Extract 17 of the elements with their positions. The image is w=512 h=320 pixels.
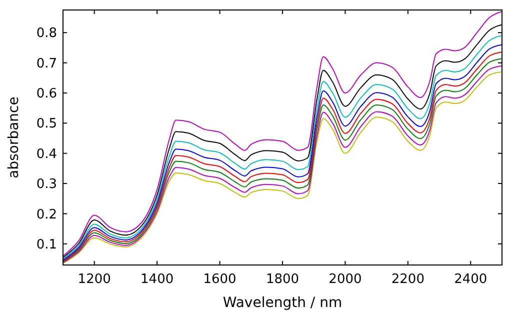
x-tick-label: 2000 bbox=[328, 272, 362, 287]
x-tick-label: 1600 bbox=[203, 272, 236, 287]
y-tick-label: 0.8 bbox=[36, 26, 57, 42]
y-tick-label: 0.7 bbox=[36, 56, 57, 72]
x-tick-label: 2200 bbox=[391, 272, 424, 287]
x-tick-label: 2400 bbox=[454, 272, 488, 287]
x-axis-title: Wavelength / nm bbox=[222, 295, 342, 311]
x-tick-label: 1200 bbox=[78, 272, 111, 287]
y-tick-label: 0.4 bbox=[36, 146, 57, 162]
x-tick-label: 1800 bbox=[266, 272, 300, 287]
x-tick-label: 1400 bbox=[140, 272, 174, 287]
y-tick-label: 0.5 bbox=[36, 116, 57, 132]
y-tick-label: 0.1 bbox=[36, 237, 57, 252]
y-axis-title: absorbance bbox=[6, 96, 22, 178]
y-tick-label: 0.6 bbox=[36, 86, 57, 102]
y-tick-label: 0.2 bbox=[36, 207, 57, 222]
y-tick-label: 0.3 bbox=[36, 177, 57, 192]
